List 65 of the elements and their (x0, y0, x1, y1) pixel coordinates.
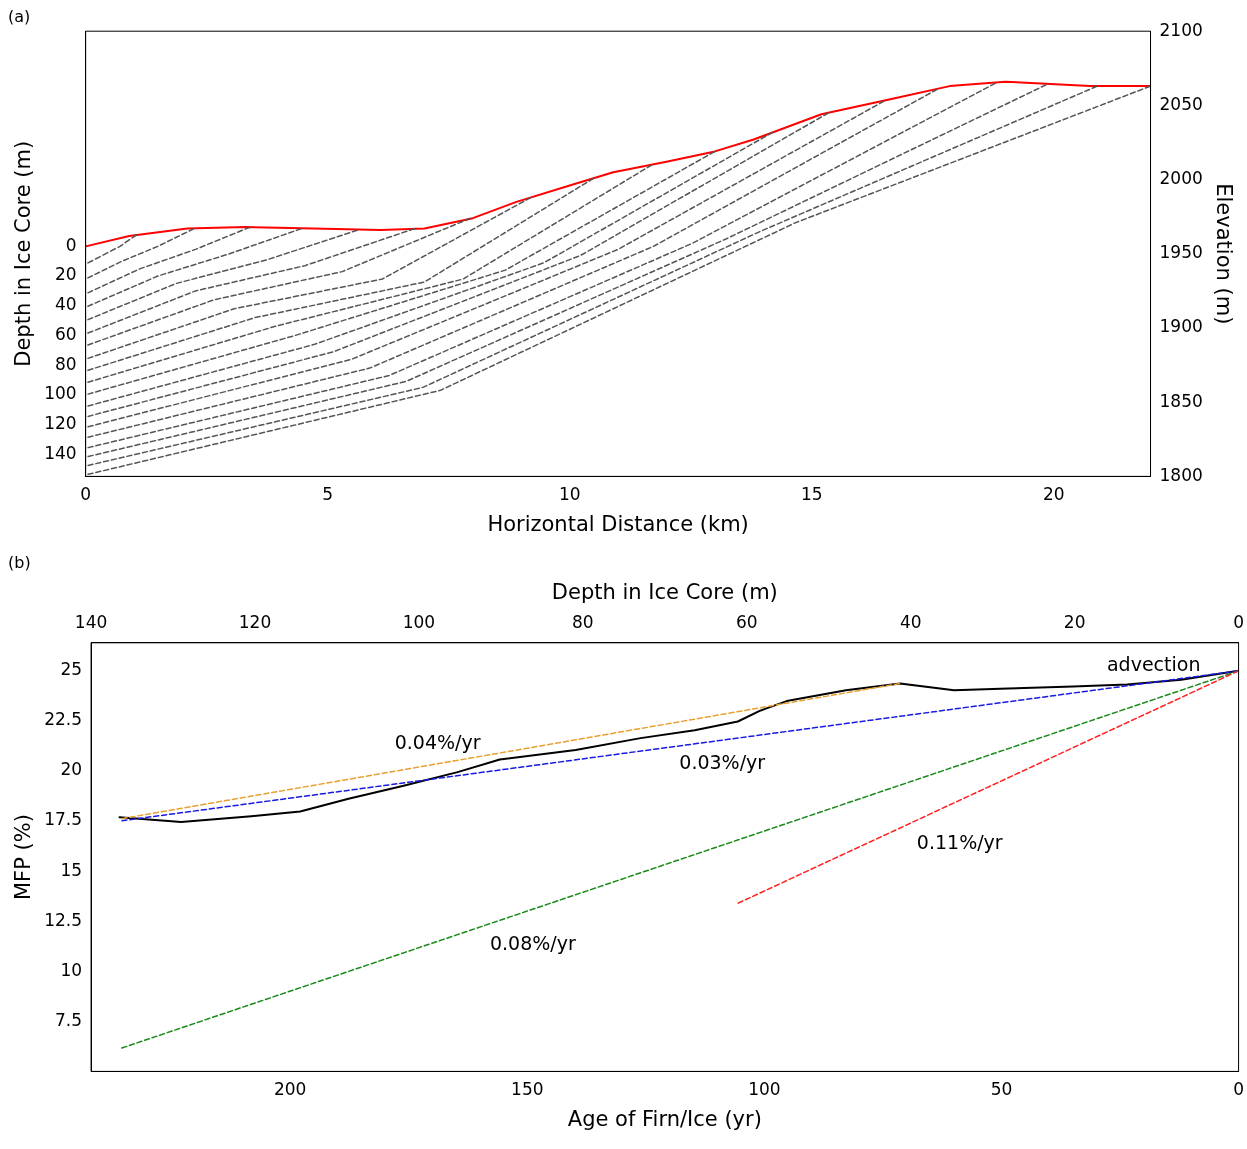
y-tick-label: 100 (44, 383, 77, 404)
x-tick-label: 20 (1042, 484, 1065, 505)
line-series (85, 227, 416, 335)
x2-tick-label: 120 (238, 612, 272, 633)
y2-tick-label: 2100 (1159, 19, 1203, 40)
line-series (85, 227, 303, 308)
x2-tick-label: 100 (402, 612, 436, 633)
y-tick-label: 15 (60, 859, 83, 880)
y2-tick-label: 1800 (1159, 464, 1203, 485)
y-tick-label: 12.5 (44, 909, 83, 930)
y-tick-label: 17.5 (44, 809, 83, 830)
y-tick-label: 0 (65, 234, 77, 255)
x-axis-title: Horizontal Distance (km) (487, 511, 749, 536)
line-series (85, 196, 532, 360)
line-series (85, 131, 774, 408)
x2-tick-label: 0 (1233, 612, 1245, 633)
y-axis-title: MFP (%) (11, 814, 36, 901)
line-series (85, 233, 138, 265)
x-tick-label: 100 (748, 1079, 781, 1100)
y2-tick-label: 2000 (1159, 168, 1203, 189)
x2-tick-label: 80 (572, 612, 594, 633)
line-series (85, 227, 195, 280)
y-tick-label: 22.5 (44, 709, 83, 730)
x2-axis-title: Depth in Ice Core (m) (551, 580, 778, 605)
annotation: 0.04%/yr (394, 730, 481, 753)
y-tick-label: 20 (60, 759, 83, 780)
x-axis-title: Age of Firn/Ice (yr) (567, 1106, 762, 1131)
x-tick-label: 5 (322, 484, 334, 505)
line-series (85, 164, 653, 384)
x-tick-label: 150 (511, 1079, 544, 1100)
y-tick-label: 20 (55, 264, 77, 285)
x-tick-label: 50 (990, 1079, 1013, 1100)
y2-tick-label: 1950 (1159, 242, 1203, 263)
y2-tick-label: 1900 (1159, 316, 1203, 337)
x2-tick-label: 140 (74, 612, 108, 633)
x2-tick-label: 40 (899, 612, 922, 633)
x-tick-label: 15 (800, 484, 823, 505)
y-tick-label: 140 (44, 442, 77, 463)
y-axis-title: Depth in Ice Core (m) (11, 140, 36, 367)
annotation: 0.11%/yr (916, 831, 1003, 854)
annotation: advection (1106, 653, 1201, 676)
x2-tick-label: 20 (1063, 612, 1086, 633)
y2-tick-label: 1850 (1159, 390, 1203, 411)
line-series (85, 226, 251, 295)
chart-title: (a) (8, 6, 31, 26)
y-tick-label: 40 (55, 294, 77, 315)
line-series (85, 177, 595, 372)
x2-tick-label: 60 (735, 612, 758, 633)
line-series (85, 150, 716, 396)
y-tick-label: 80 (55, 353, 77, 374)
annotation: 0.08%/yr (489, 931, 576, 954)
y-tick-label: 10 (60, 959, 83, 980)
y-tick-label: 7.5 (55, 1009, 83, 1030)
y-tick-label: 25 (60, 659, 83, 680)
x-tick-label: 10 (558, 484, 581, 505)
chart-title: (b) (8, 552, 31, 572)
x-tick-label: 0 (1233, 1079, 1245, 1100)
x-tick-label: 200 (273, 1079, 307, 1100)
y2-axis-title: Elevation (m) (1211, 183, 1236, 325)
y2-tick-label: 2050 (1159, 93, 1203, 114)
line-series (85, 217, 472, 347)
y-tick-label: 60 (55, 323, 77, 344)
line-series (85, 229, 359, 322)
y-tick-label: 120 (44, 412, 77, 433)
annotation: 0.03%/yr (679, 751, 766, 774)
